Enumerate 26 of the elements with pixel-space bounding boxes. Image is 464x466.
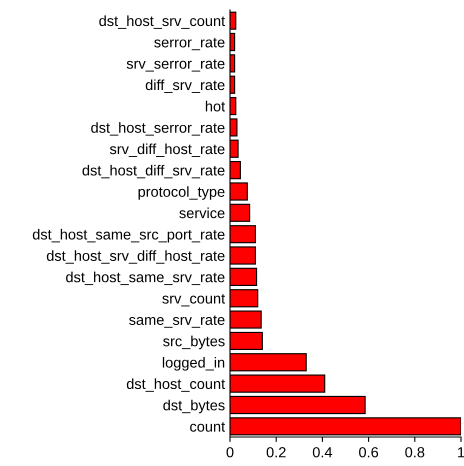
x-tick-label: 0 <box>226 447 234 458</box>
y-tick-label: dst_host_same_src_port_rate <box>32 228 225 242</box>
x-tick-label: 0.4 <box>312 447 332 458</box>
y-tick-label: dst_bytes <box>163 400 225 414</box>
y-tick-label: dst_host_same_srv_rate <box>66 272 225 286</box>
y-tick-label: dst_host_diff_srv_rate <box>82 164 224 178</box>
y-tick-label: service <box>179 208 224 218</box>
y-tick-label: hot <box>206 100 226 112</box>
x-tick-label: 0.8 <box>405 447 424 458</box>
y-tick-label: logged_in <box>162 356 224 371</box>
y-tick-label: dst_host_count <box>126 378 226 392</box>
y-tick-label: dst_host_serror_rate <box>91 122 225 136</box>
x-tick-label: 0.6 <box>359 447 378 458</box>
y-tick-label: same_srv_rate <box>129 315 224 328</box>
x-tick-label: 1 <box>458 447 464 458</box>
y-tick-label: src_bytes <box>163 336 225 350</box>
y-tick-label: serror_rate <box>154 38 224 50</box>
y-tick-label: count <box>190 422 226 432</box>
y-tick-label: dst_host_srv_count <box>99 15 226 29</box>
y-tick-label: dst_host_srv_diff_host_rate <box>46 250 225 264</box>
y-tick-label: srv_count <box>162 294 226 306</box>
y-tick-label: srv_diff_host_rate <box>110 143 224 157</box>
y-tick-label: protocol_type <box>138 186 224 200</box>
y-tick-label: diff_srv_rate <box>146 79 224 93</box>
x-tick-label: 0.2 <box>266 447 286 458</box>
y-tick-label: srv_serror_rate <box>126 59 224 72</box>
